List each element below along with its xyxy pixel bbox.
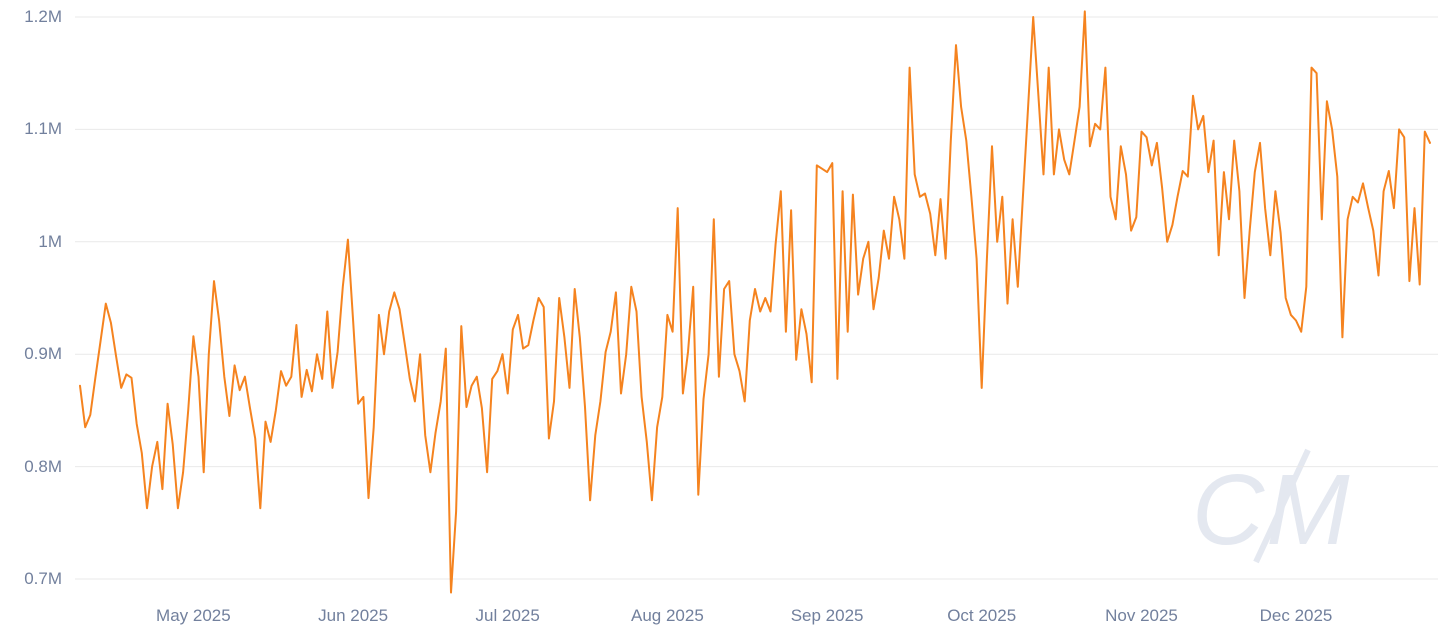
x-axis-label: Jun 2025 — [318, 606, 389, 625]
x-axis-label: Jul 2025 — [475, 606, 540, 625]
y-axis-label: 1.1M — [24, 119, 62, 139]
y-axis: 0.7M 0.8M 0.9M 1M 1.1M 1.2M — [0, 0, 70, 642]
x-axis-label: Aug 2025 — [630, 606, 704, 625]
x-axis-label: Nov 2025 — [1105, 606, 1178, 625]
y-axis-label: 0.7M — [24, 569, 62, 588]
x-axis-label: May 2025 — [156, 606, 231, 625]
y-axis-label: 1.2M — [24, 7, 62, 26]
x-axis-label: Dec 2025 — [1259, 606, 1333, 625]
y-axis-label: 0.9M — [24, 344, 62, 364]
y-axis-label: 1M — [38, 231, 62, 251]
series-line[interactable] — [79, 10, 1431, 594]
y-axis-label: 0.8M — [24, 456, 62, 476]
x-axis: May 2025 Jun 2025 Jul 2025 Aug 2025 Sep 2025… — [0, 606, 1438, 636]
x-axis-label: Oct 2025 — [947, 606, 1017, 625]
x-axis-label: Sep 2025 — [790, 606, 864, 625]
